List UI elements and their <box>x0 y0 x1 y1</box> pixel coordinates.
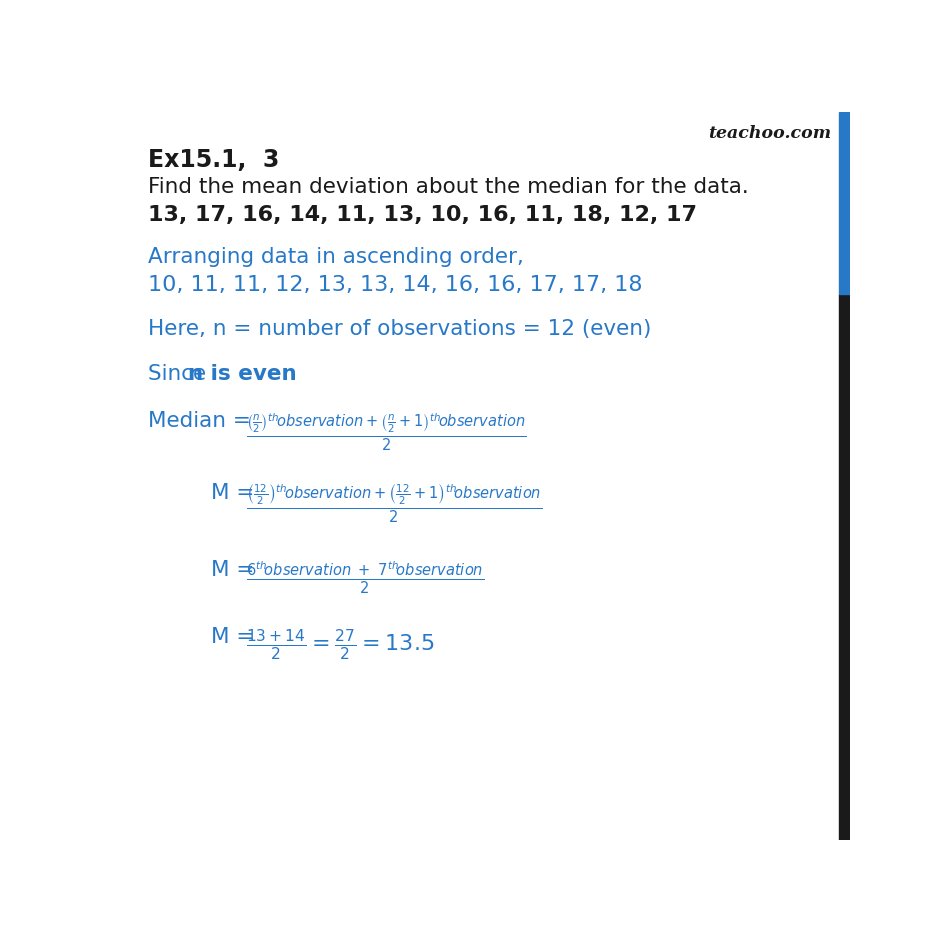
Text: 10, 11, 11, 12, 13, 13, 14, 16, 16, 17, 17, 18: 10, 11, 11, 12, 13, 13, 14, 16, 16, 17, … <box>147 275 641 295</box>
Text: Since: Since <box>147 363 212 383</box>
Bar <box>838 295 850 840</box>
Text: Arranging data in ascending order,: Arranging data in ascending order, <box>147 246 523 266</box>
Text: teachoo.com: teachoo.com <box>707 125 830 142</box>
Text: $\frac{\left(\frac{12}{2}\right)^{th}\!observation + \left(\frac{12}{2}+1\right): $\frac{\left(\frac{12}{2}\right)^{th}\!o… <box>245 482 542 525</box>
Text: $\frac{6^{th}\!observation\ +\ 7^{th}\!observation}{2}$: $\frac{6^{th}\!observation\ +\ 7^{th}\!o… <box>245 560 483 595</box>
Text: Median =: Median = <box>147 411 257 430</box>
Text: Here, n = number of observations = 12 (even): Here, n = number of observations = 12 (e… <box>147 319 650 339</box>
Text: Find the mean deviation about the median for the data.: Find the mean deviation about the median… <box>147 177 748 197</box>
Text: $\frac{13 + 14}{2} = \frac{27}{2} = 13.5$: $\frac{13 + 14}{2} = \frac{27}{2} = 13.5… <box>245 626 434 661</box>
Text: Ex15.1,  3: Ex15.1, 3 <box>147 148 278 172</box>
Bar <box>838 113 850 295</box>
Text: n is even: n is even <box>188 363 296 383</box>
Text: 13, 17, 16, 14, 11, 13, 10, 16, 11, 18, 12, 17: 13, 17, 16, 14, 11, 13, 10, 16, 11, 18, … <box>147 205 696 225</box>
Text: $\frac{\left(\frac{n}{2}\right)^{th}\!observation + \left(\frac{n}{2}+1\right)^{: $\frac{\left(\frac{n}{2}\right)^{th}\!ob… <box>245 411 526 452</box>
Text: M =: M = <box>211 626 261 647</box>
Text: M =: M = <box>211 482 261 502</box>
Text: M =: M = <box>211 560 261 580</box>
